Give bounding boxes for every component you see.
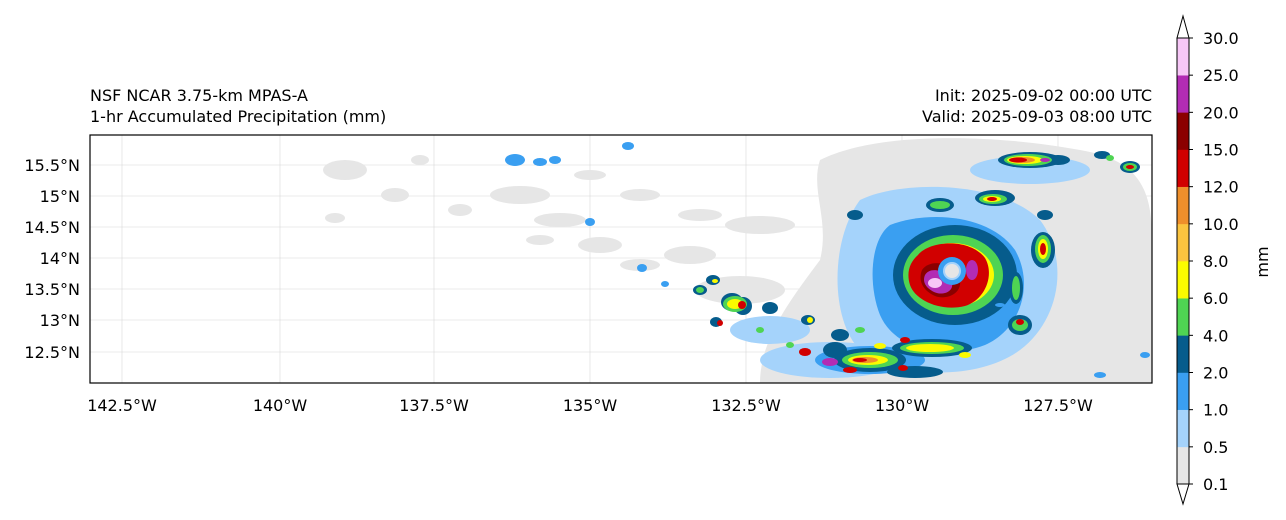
colorbar-swatch — [1177, 409, 1189, 448]
lat-tick-label: 14°N — [40, 249, 80, 268]
colorbar-tick-label: 0.5 — [1203, 438, 1228, 457]
precip-pink-areas — [928, 278, 942, 288]
colorbar-swatch — [1177, 261, 1189, 299]
colorbar-tick-label: 8.0 — [1203, 252, 1228, 271]
map-frame — [89, 134, 1153, 384]
colorbar-tick-label: 12.0 — [1203, 178, 1239, 197]
lat-tick-label: 15°N — [40, 187, 80, 206]
precipitation-field — [323, 138, 1152, 383]
lon-tick-label: 130°W — [875, 396, 930, 415]
lon-tick-labels: 142.5°W 140°W 137.5°W 135°W 132.5°W 130°… — [87, 396, 1093, 415]
colorbar-swatch — [1177, 446, 1189, 485]
colorbar-tick-label: 4.0 — [1203, 326, 1228, 345]
lon-tick-label: 142.5°W — [87, 396, 157, 415]
colorbar-tick-label: 2.0 — [1203, 364, 1228, 383]
lat-tick-label: 15.5°N — [24, 156, 80, 175]
lon-tick-label: 140°W — [253, 396, 308, 415]
colorbar-tick-label: 30.0 — [1203, 29, 1239, 48]
lat-tick-label: 12.5°N — [24, 343, 80, 362]
lon-tick-label: 127.5°W — [1023, 396, 1093, 415]
colorbar-swatch — [1177, 223, 1189, 262]
colorbar: 0.1 0.5 1.0 2.0 4.0 6.0 8.0 10.0 12.0 15.0 20.0 25.… — [1176, 14, 1239, 506]
colorbar-swatch — [1177, 335, 1189, 373]
colorbar-swatch — [1177, 75, 1189, 113]
init-time-label: Init: 2025-09-02 00:00 UTC — [934, 86, 1152, 105]
lon-tick-label: 135°W — [563, 396, 618, 415]
colorbar-swatch — [1177, 112, 1189, 150]
colorbar-tick-label: 15.0 — [1203, 141, 1239, 160]
lon-tick-label: 137.5°W — [399, 396, 469, 415]
colorbar-swatch — [1177, 298, 1189, 336]
model-title: NSF NCAR 3.75-km MPAS-A — [90, 86, 308, 105]
time-info: Init: 2025-09-02 00:00 UTC Valid: 2025-0… — [922, 85, 1152, 127]
colorbar-tick-label: 20.0 — [1203, 103, 1239, 122]
storm-eye — [938, 257, 966, 285]
colorbar-unit-label: mm — [1253, 246, 1272, 277]
colorbar-tick-label: 6.0 — [1203, 289, 1228, 308]
lat-tick-label: 14.5°N — [24, 218, 80, 237]
colorbar-tick-label: 25.0 — [1203, 66, 1239, 85]
colorbar-swatch — [1177, 38, 1189, 76]
lat-tick-label: 13°N — [40, 311, 80, 330]
map-title: NSF NCAR 3.75-km MPAS-A 1-hr Accumulated… — [90, 85, 386, 127]
colorbar-swatch — [1177, 149, 1189, 187]
colorbar-swatch — [1177, 186, 1189, 225]
colorbar-tick-label: 0.1 — [1203, 475, 1228, 494]
colorbar-extend-min — [1176, 483, 1190, 506]
valid-time-label: Valid: 2025-09-03 08:00 UTC — [921, 107, 1152, 126]
lon-tick-label: 132.5°W — [711, 396, 781, 415]
lat-tick-label: 13.5°N — [24, 280, 80, 299]
lat-tick-labels: 15.5°N 15°N 14.5°N 14°N 13.5°N 13°N 12.5… — [24, 156, 80, 362]
colorbar-swatch — [1177, 372, 1189, 410]
colorbar-tick-label: 1.0 — [1203, 401, 1228, 420]
colorbar-extend-max — [1176, 14, 1190, 39]
field-title: 1-hr Accumulated Precipitation (mm) — [90, 107, 387, 126]
colorbar-tick-label: 10.0 — [1203, 215, 1239, 234]
scattered-cells — [712, 155, 1114, 373]
